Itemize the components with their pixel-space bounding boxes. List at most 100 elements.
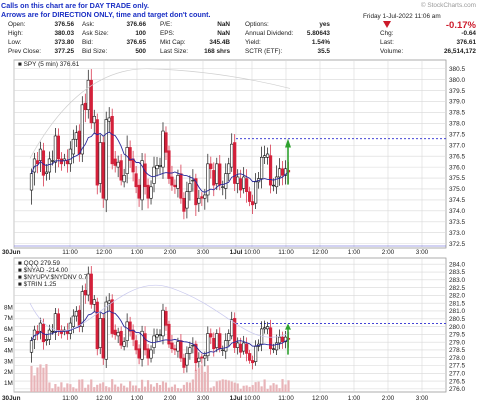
bid-size-label: Bid Size:: [82, 48, 108, 55]
open-label: Open:: [8, 21, 26, 28]
volume-bar: [30, 366, 33, 392]
spy-candle: [173, 184, 177, 188]
qqq-candle: [44, 339, 49, 341]
volume-bar: [275, 384, 278, 392]
qqq-candle: [131, 329, 135, 340]
volume-bar: [251, 385, 254, 392]
x-tick-label: 10:00: [244, 249, 260, 256]
volume-bar: [99, 383, 102, 392]
spy-candle: [221, 186, 225, 188]
y-tick-label: 376.0: [449, 164, 465, 171]
qqq-candle: [164, 311, 168, 326]
spy-candle: [206, 163, 210, 196]
qqq-candle: [254, 346, 258, 362]
spy-candle: [265, 153, 270, 158]
qqq-candle: [173, 348, 177, 351]
qqq-candle: [113, 329, 117, 336]
spy-candle: [242, 176, 246, 189]
spy-candle: [176, 175, 180, 189]
spy-candle: [185, 191, 189, 209]
qqq-candle: [50, 330, 55, 333]
y-tick-label: 375.5: [449, 175, 465, 182]
y-tick-label: 280.0: [449, 324, 465, 331]
x-tick-label: 30Jun: [2, 249, 21, 256]
volume-bar: [111, 379, 114, 392]
spy-candle: [212, 170, 216, 186]
spy-candle: [155, 165, 159, 170]
spy-candle: [77, 130, 81, 155]
y-tick-label: 377.0: [449, 142, 465, 149]
spy-candle: [83, 102, 87, 111]
volume-bar: [254, 382, 257, 392]
y-tick-label: 373.0: [449, 230, 465, 237]
volume-bar: [126, 387, 129, 392]
x-tick-label: 3:00: [197, 395, 210, 402]
qqq-candle: [277, 336, 282, 344]
x-tick-label: 3:00: [416, 249, 429, 256]
qqq-candle: [161, 309, 165, 337]
y-tick-label: 380.5: [449, 66, 465, 73]
spy-candle: [140, 160, 144, 201]
spy-candle: [134, 173, 138, 188]
qqq-candle: [176, 341, 180, 352]
ask-label: Ask:: [82, 21, 95, 28]
notice-line-1: Calls on this chart are for DAY TRADE on…: [1, 1, 150, 10]
y-tick-label: 372.5: [449, 241, 465, 248]
volume-bar: [134, 385, 138, 392]
spy-candle: [101, 142, 105, 199]
spy-candle: [56, 135, 60, 160]
spy-price-panel: 372.5 373.0 373.5 374.0 374.5 375.0 375.5 376.0…: [13, 59, 465, 249]
qqq-legend-item: ■ $TRIN 1.25: [18, 281, 57, 288]
volume-bar: [242, 385, 245, 392]
spy-candle: [65, 160, 69, 165]
volume-bar: [105, 386, 108, 392]
spy-candle: [53, 135, 58, 163]
spy-candle: [74, 132, 78, 140]
x-tick-label: 11:00: [62, 395, 78, 402]
volume-bar: [84, 387, 87, 392]
qqq-candle: [283, 336, 288, 343]
qqq-candle: [92, 299, 96, 305]
qqq-candle: [95, 301, 99, 350]
volume-bar: [170, 386, 174, 392]
spy-candle: [268, 155, 273, 186]
y-tick-label: 282.5: [449, 285, 465, 292]
panel-frame: [13, 59, 447, 249]
yield-value: 1.54%: [311, 39, 330, 46]
volume-bar: [51, 388, 54, 392]
x-tick-label: 2:00: [164, 395, 177, 402]
y-tick-label: 377.5: [449, 132, 465, 139]
qqq-price-panel: 276.0276.5277.0277.5278.0278.5279.0279.5…: [4, 257, 465, 393]
qqq-candle: [116, 332, 120, 337]
panel-frame: [13, 257, 447, 393]
spy-candle: [116, 161, 120, 168]
volume-bar: [281, 379, 284, 392]
volume-bar: [257, 381, 260, 392]
y-tick-label: 284.0: [449, 261, 465, 268]
volume-bar: [182, 384, 186, 392]
y-tick-label: 282.0: [449, 293, 465, 300]
qqq-candle: [77, 309, 81, 327]
spy-candle: [71, 138, 75, 155]
up-arrow-head-icon: [285, 323, 291, 330]
pct-change-value: -0.17%: [445, 20, 476, 31]
qqq-candle: [245, 343, 249, 354]
volume-bar: [45, 364, 48, 392]
spy-candle: [128, 147, 132, 161]
spy-candle: [122, 175, 126, 183]
spy-candle: [44, 171, 49, 174]
low-label: Low:: [8, 39, 22, 46]
volume-bar: [194, 369, 197, 392]
spy-candle: [29, 173, 34, 191]
x-tick-label: 12:00: [96, 395, 112, 402]
spy-candle: [146, 184, 150, 199]
volume-bar: [90, 379, 93, 392]
x-tick-label: 12:00: [96, 249, 112, 256]
volume-tick-label: 1M: [4, 380, 13, 387]
spy-candle: [179, 173, 183, 199]
qqq-candle: [233, 318, 237, 348]
bid-label: Bid:: [82, 39, 94, 46]
qqq-candle: [35, 330, 40, 334]
qqq-candle: [98, 318, 102, 348]
qqq-candle: [194, 343, 198, 364]
